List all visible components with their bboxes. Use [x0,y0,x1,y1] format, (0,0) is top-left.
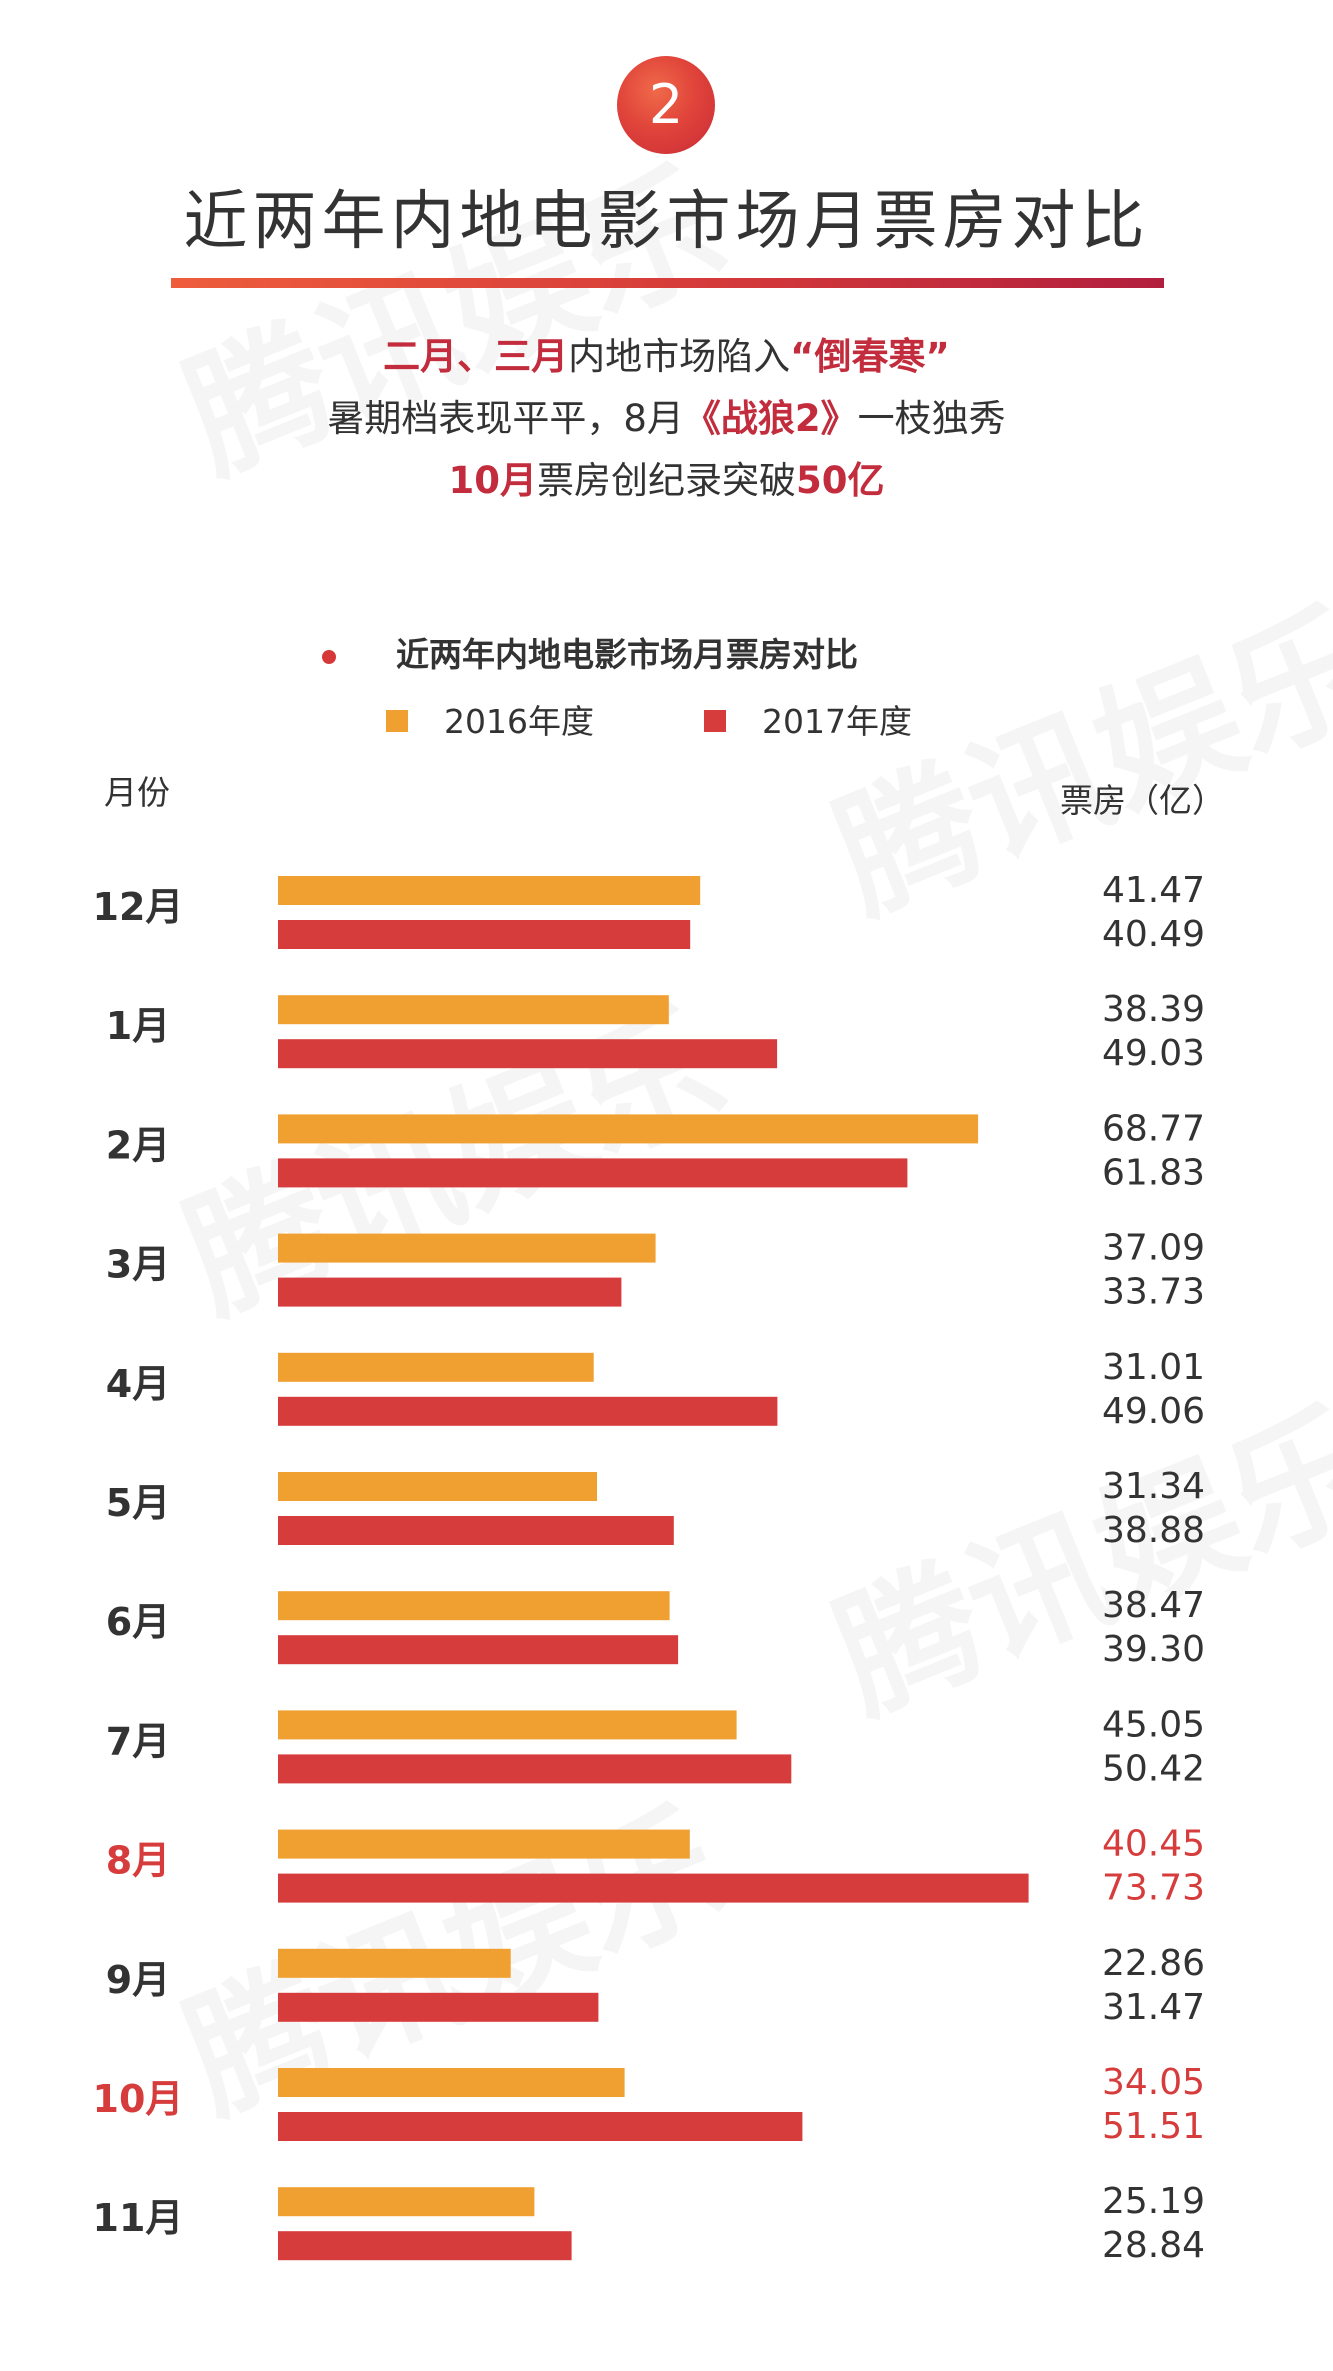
summary-text: 内地市场陷入 [568,335,791,378]
bar-2017 [278,1635,679,1665]
value-label: 25.19 [1102,2181,1205,2222]
value-label: 51.51 [1102,2106,1205,2147]
summary-text: 暑期档表现平平，8月 [327,397,684,440]
value-label: 33.73 [1102,1272,1205,1313]
value-label: 73.73 [1102,1868,1205,1909]
category-label: 12月 [93,885,184,929]
bar-2016 [278,1829,690,1859]
value-axis-label: 票房（亿） [1060,781,1225,820]
legend-label-2016: 2016年度 [444,702,594,741]
category-label: 9月 [106,1958,170,2002]
summary-highlight: 《战狼2》 [683,397,858,440]
value-label: 68.77 [1102,1108,1205,1149]
value-label: 49.03 [1102,1033,1205,1074]
page-title: 近两年内地电影市场月票房对比 [183,185,1150,259]
bar-2017 [278,1396,778,1426]
summary-highlight: 50亿 [796,459,885,502]
category-label: 3月 [106,1243,170,1287]
bar-2016 [278,1472,597,1501]
bar-2016 [278,1710,737,1740]
bullet-icon [322,649,336,664]
value-label: 31.47 [1102,1987,1205,2028]
summary-text: 票房创纪录突破 [537,459,796,502]
bar-2016 [278,1948,511,1978]
summary-line-2: 暑期档表现平平，8月《战狼2》一枝独秀 [0,388,1333,442]
category-label: 11月 [93,2196,184,2240]
y-axis-label: 月份 [104,773,170,812]
value-label: 39.30 [1102,1629,1205,1670]
category-label: 6月 [106,1600,170,1644]
bar-2016 [278,1352,594,1382]
title-divider [171,278,1164,288]
value-label: 38.39 [1102,989,1205,1030]
category-label: 5月 [106,1481,170,1525]
category-label: 4月 [106,1362,170,1406]
bar-2017 [278,1992,599,2022]
summary-line-3: 10月票房创纪录突破50亿 [0,450,1333,504]
category-label: 7月 [106,1719,170,1763]
bar-2016 [278,2187,535,2217]
value-label: 50.42 [1102,1748,1205,1789]
bar-2017 [278,1873,1029,1903]
category-label: 2月 [106,1123,170,1167]
bar-2017 [278,1158,908,1188]
bar-2016 [278,1114,979,1144]
value-label: 31.01 [1102,1347,1205,1388]
value-label: 37.09 [1102,1228,1205,1269]
category-label: 10月 [93,2077,184,2121]
legend-swatch-2016 [386,709,408,732]
bar-2017 [278,1039,778,1069]
legend-swatch-2017 [704,709,726,732]
value-label: 40.45 [1102,1824,1205,1865]
category-label: 8月 [106,1839,170,1883]
legend-label-2017: 2017年度 [762,702,912,741]
section-number-badge: 2 [617,56,715,154]
value-label: 38.47 [1102,1585,1205,1626]
value-label: 49.06 [1102,1391,1205,1432]
value-label: 38.88 [1102,1510,1205,1551]
value-label: 61.83 [1102,1152,1205,1193]
value-label: 28.84 [1102,2225,1205,2266]
value-label: 31.34 [1102,1466,1205,1507]
bar-2017 [278,920,691,949]
bar-2016 [278,876,701,905]
bar-2017 [278,2231,572,2261]
legend-item-2017: 2017年度 [704,695,912,743]
chart-title: 近两年内地电影市场月票房对比 [396,635,858,674]
summary-highlight: 10月 [448,459,538,502]
chart-title-row: 近两年内地电影市场月票房对比 [322,628,858,676]
value-label: 41.47 [1102,870,1205,911]
value-label: 40.49 [1102,914,1205,955]
summary-text: 一枝独秀 [857,397,1006,440]
bar-2017 [278,1277,622,1307]
category-label: 1月 [106,1004,170,1048]
bar-2016 [278,2068,625,2097]
value-label: 22.86 [1102,1943,1205,1984]
summary-highlight: 二月、三月 [383,335,569,378]
bar-2016 [278,1591,670,1621]
bar-2017 [278,1754,792,1784]
value-label: 45.05 [1102,1704,1205,1745]
bar-2017 [278,1516,674,1545]
legend-item-2016: 2016年度 [386,695,594,743]
value-label: 34.05 [1102,2062,1205,2103]
summary-line-1: 二月、三月内地市场陷入“倒春寒” [0,326,1333,380]
bar-2016 [278,995,669,1025]
summary-highlight: “倒春寒” [790,335,950,378]
bar-2017 [278,2112,803,2141]
bar-2016 [278,1233,656,1263]
